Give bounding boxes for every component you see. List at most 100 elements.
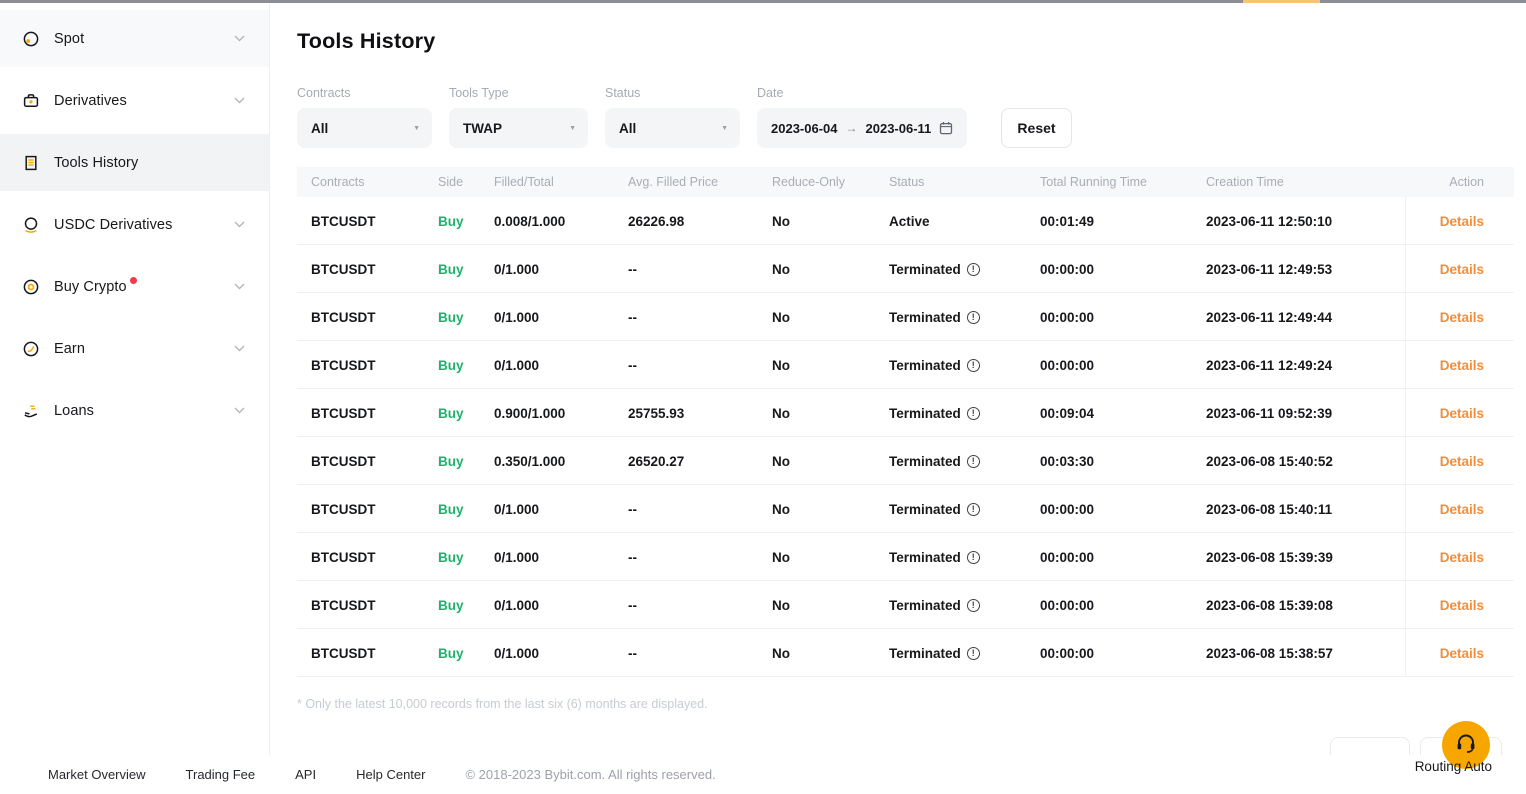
details-link[interactable]: Details (1440, 454, 1484, 469)
column-header-filled-total: Filled/Total (480, 175, 614, 189)
column-header-status: Status (875, 175, 1026, 189)
cell-reduce-only: No (758, 214, 875, 229)
status-text: Terminated (889, 454, 961, 469)
cell-side: Buy (424, 358, 480, 373)
cell-contracts: BTCUSDT (297, 406, 424, 421)
column-header-avg-filled-price: Avg. Filled Price (614, 175, 758, 189)
chevron-down-icon (234, 97, 245, 104)
status-select-value: All (619, 121, 636, 136)
contracts-select[interactable]: All ▼ (297, 108, 432, 148)
cell-creation-time: 2023-06-11 12:49:53 (1192, 262, 1405, 277)
details-link[interactable]: Details (1440, 502, 1484, 517)
tools-type-select-value: TWAP (463, 121, 502, 136)
sidebar-item-spot[interactable]: Spot (0, 10, 269, 67)
cell-creation-time: 2023-06-08 15:39:39 (1192, 550, 1405, 565)
details-link[interactable]: Details (1440, 358, 1484, 373)
info-icon[interactable] (967, 551, 980, 564)
cell-contracts: BTCUSDT (297, 454, 424, 469)
details-link[interactable]: Details (1440, 310, 1484, 325)
tools-type-select[interactable]: TWAP ▼ (449, 108, 588, 148)
info-icon[interactable] (967, 311, 980, 324)
cell-avg-filled-price: -- (614, 358, 758, 373)
details-link[interactable]: Details (1440, 262, 1484, 277)
table-row: BTCUSDTBuy0.008/1.00026226.98NoActive00:… (297, 197, 1514, 245)
column-header-action: Action (1405, 175, 1514, 189)
cell-total-running-time: 00:09:04 (1026, 406, 1192, 421)
date-start-value: 2023-06-04 (771, 121, 838, 136)
cell-creation-time: 2023-06-11 09:52:39 (1192, 406, 1405, 421)
spot-icon (22, 30, 40, 48)
cell-reduce-only: No (758, 358, 875, 373)
cell-status: Terminated (875, 646, 1026, 661)
cell-action: Details (1405, 629, 1514, 677)
cell-action: Details (1405, 533, 1514, 581)
info-icon[interactable] (967, 647, 980, 660)
column-header-reduce-only: Reduce-Only (758, 175, 875, 189)
cell-avg-filled-price: 25755.93 (614, 406, 758, 421)
cell-filled-total: 0/1.000 (480, 262, 614, 277)
details-link[interactable]: Details (1440, 214, 1484, 229)
cell-filled-total: 0/1.000 (480, 358, 614, 373)
cell-side: Buy (424, 262, 480, 277)
reset-button[interactable]: Reset (1001, 108, 1072, 148)
cell-contracts: BTCUSDT (297, 502, 424, 517)
top-scroll-thumb[interactable] (1243, 0, 1320, 3)
cell-reduce-only: No (758, 502, 875, 517)
info-icon[interactable] (967, 599, 980, 612)
cell-total-running-time: 00:00:00 (1026, 550, 1192, 565)
cell-reduce-only: No (758, 262, 875, 277)
sidebar-item-derivatives[interactable]: Derivatives (0, 72, 269, 129)
sidebar-item-buy-crypto[interactable]: Buy Crypto (0, 258, 269, 315)
status-text: Terminated (889, 550, 961, 565)
cell-total-running-time: 00:00:00 (1026, 310, 1192, 325)
cell-creation-time: 2023-06-11 12:50:10 (1192, 214, 1405, 229)
cell-status: Terminated (875, 454, 1026, 469)
caret-down-icon: ▼ (403, 125, 420, 132)
info-icon[interactable] (967, 455, 980, 468)
details-link[interactable]: Details (1440, 646, 1484, 661)
cell-side: Buy (424, 646, 480, 661)
details-link[interactable]: Details (1440, 598, 1484, 613)
date-filter: Date 2023-06-04 → 2023-06-11 (757, 86, 967, 148)
cell-avg-filled-price: -- (614, 646, 758, 661)
cell-status: Terminated (875, 550, 1026, 565)
tools-type-filter-label: Tools Type (449, 86, 588, 100)
sidebar-item-usdc-derivatives[interactable]: USDC Derivatives (0, 196, 269, 253)
cell-avg-filled-price: -- (614, 598, 758, 613)
column-header-side: Side (424, 175, 480, 189)
filters-bar: Contracts All ▼ Tools Type TWAP ▼ Status… (297, 86, 1526, 148)
info-icon[interactable] (967, 263, 980, 276)
cell-action: Details (1405, 341, 1514, 389)
sidebar-item-tools-history[interactable]: Tools History (0, 134, 269, 191)
cell-filled-total: 0/1.000 (480, 646, 614, 661)
sidebar-item-loans[interactable]: Loans (0, 382, 269, 439)
chevron-down-icon (234, 407, 245, 414)
info-icon[interactable] (967, 503, 980, 516)
cell-action: Details (1405, 581, 1514, 629)
status-text: Terminated (889, 310, 961, 325)
details-link[interactable]: Details (1440, 550, 1484, 565)
cell-status: Active (875, 214, 1026, 229)
footer-link-help-center[interactable]: Help Center (356, 767, 425, 782)
footer-link-trading-fee[interactable]: Trading Fee (186, 767, 256, 782)
footer-link-api[interactable]: API (295, 767, 316, 782)
details-link[interactable]: Details (1440, 406, 1484, 421)
info-icon[interactable] (967, 359, 980, 372)
info-icon[interactable] (967, 407, 980, 420)
sidebar-item-earn[interactable]: Earn (0, 320, 269, 377)
footer-link-market-overview[interactable]: Market Overview (48, 767, 146, 782)
cell-action: Details (1405, 389, 1514, 437)
cell-reduce-only: No (758, 310, 875, 325)
status-text: Terminated (889, 262, 961, 277)
cell-filled-total: 0/1.000 (480, 502, 614, 517)
status-select[interactable]: All ▼ (605, 108, 740, 148)
copyright-text: © 2018-2023 Bybit.com. All rights reserv… (465, 767, 715, 782)
cell-reduce-only: No (758, 646, 875, 661)
date-range-picker[interactable]: 2023-06-04 → 2023-06-11 (757, 108, 967, 148)
status-text: Active (889, 214, 930, 229)
table-row: BTCUSDTBuy0/1.000--NoTerminated00:00:002… (297, 293, 1514, 341)
cell-status: Terminated (875, 598, 1026, 613)
caret-down-icon: ▼ (711, 125, 728, 132)
cell-contracts: BTCUSDT (297, 646, 424, 661)
cell-side: Buy (424, 454, 480, 469)
